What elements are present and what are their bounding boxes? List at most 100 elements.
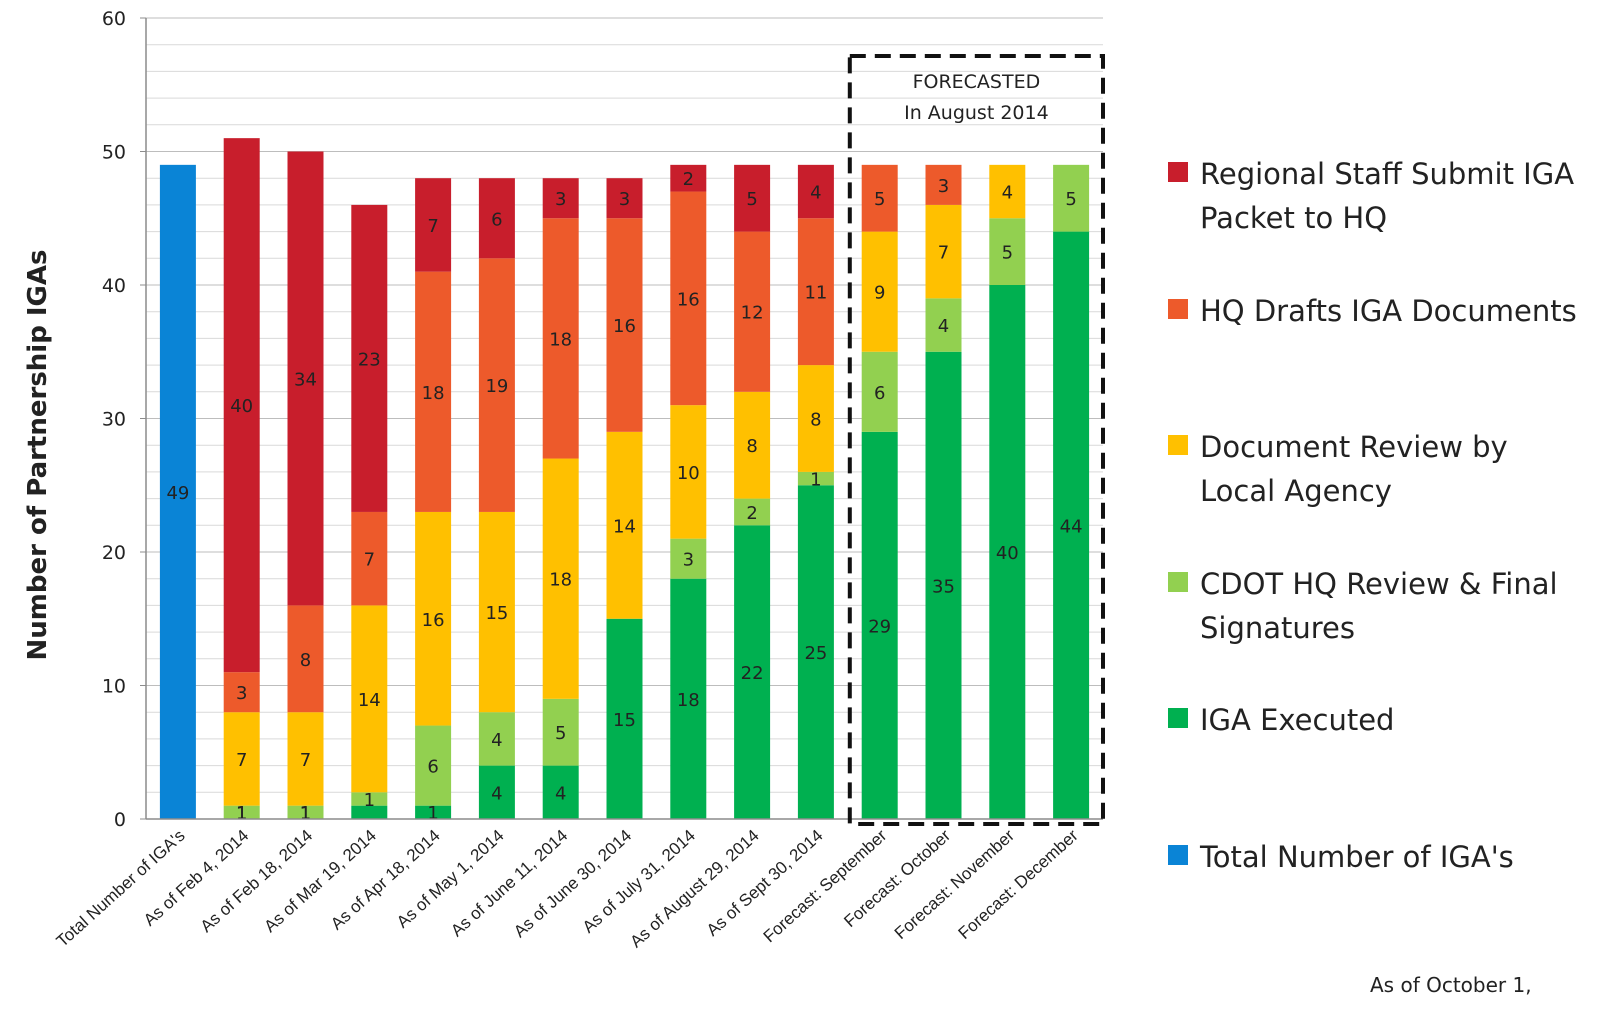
bar-value-label: 16 bbox=[422, 610, 445, 631]
bar-segment bbox=[861, 164, 898, 232]
legend-item: CDOT HQ Review & Final Signatures bbox=[1168, 562, 1580, 650]
bar-segment bbox=[797, 365, 834, 472]
legend-swatch bbox=[1168, 299, 1188, 319]
bar-segment bbox=[861, 351, 898, 432]
bar-segment bbox=[606, 218, 643, 432]
bar-segment bbox=[478, 765, 515, 819]
bar-value-label: 4 bbox=[810, 183, 821, 204]
bar-segment bbox=[734, 498, 771, 526]
bar-segment bbox=[670, 538, 707, 579]
bar-segment bbox=[351, 605, 388, 793]
legend-swatch bbox=[1168, 845, 1188, 865]
x-tick-label: As of Apr 18, 2014 bbox=[327, 826, 444, 934]
bar-segment bbox=[606, 178, 643, 219]
bar-segment bbox=[670, 164, 707, 192]
x-tick-label: As of May 1, 2014 bbox=[393, 826, 508, 932]
x-tick-label: As of June 30, 2014 bbox=[510, 826, 635, 941]
bar-value-label: 7 bbox=[236, 750, 247, 771]
bar-value-label: 23 bbox=[358, 349, 381, 370]
y-tick-label: 30 bbox=[102, 409, 126, 431]
bar-segment bbox=[415, 178, 452, 272]
bar-segment bbox=[542, 218, 579, 459]
bar-value-label: 3 bbox=[555, 189, 566, 210]
y-tick-label: 40 bbox=[102, 275, 126, 297]
bar-segment bbox=[478, 511, 515, 713]
bar-segment bbox=[415, 725, 452, 806]
bar-segment bbox=[415, 805, 452, 819]
bar-segment bbox=[925, 298, 962, 352]
bar-segment bbox=[287, 805, 324, 819]
forecast-box-border bbox=[847, 54, 1105, 826]
bar-segment bbox=[734, 525, 771, 819]
bar-segment bbox=[542, 458, 579, 699]
bar-value-label: 1 bbox=[236, 803, 247, 824]
x-tick-label: As of August 29, 2014 bbox=[626, 826, 762, 951]
bar-segment bbox=[1053, 231, 1090, 820]
bar-segment bbox=[223, 712, 260, 806]
bar-segment bbox=[606, 431, 643, 619]
legend-swatch bbox=[1168, 572, 1188, 592]
bar-segment bbox=[606, 618, 643, 819]
bar-value-label: 3 bbox=[938, 176, 949, 197]
bar-segment bbox=[989, 285, 1026, 819]
bar-value-label: 2 bbox=[746, 503, 757, 524]
bar-value-label: 5 bbox=[746, 189, 757, 210]
bar-value-label: 12 bbox=[741, 303, 764, 324]
bar-segment bbox=[734, 231, 771, 392]
legend-item: HQ Drafts IGA Documents bbox=[1168, 289, 1580, 333]
bar-value-label: 49 bbox=[166, 483, 189, 504]
bar-segment bbox=[861, 431, 898, 819]
bar-value-label: 40 bbox=[996, 543, 1019, 564]
bar-value-label: 8 bbox=[810, 410, 821, 431]
x-tick-label: As of Sept 30, 2014 bbox=[703, 826, 827, 940]
x-tick-label: Forecast: October bbox=[840, 826, 954, 931]
legend-label: Regional Staff Submit IGA Packet to HQ bbox=[1200, 157, 1575, 235]
bar-value-label: 4 bbox=[491, 730, 502, 751]
bar-value-label: 15 bbox=[485, 603, 508, 624]
legend-label: CDOT HQ Review & Final Signatures bbox=[1200, 567, 1558, 645]
legend-item: Total Number of IGA's bbox=[1168, 835, 1580, 879]
bar-segment bbox=[861, 231, 898, 352]
y-tick-label: 20 bbox=[102, 542, 126, 564]
bar-value-label: 22 bbox=[741, 663, 764, 684]
y-tick-label: 0 bbox=[114, 809, 126, 831]
bar-value-label: 5 bbox=[555, 723, 566, 744]
bar-value-label: 1 bbox=[236, 803, 247, 824]
bar-value-label: 18 bbox=[549, 570, 572, 591]
bar-segment bbox=[415, 511, 452, 726]
bar-segment bbox=[159, 164, 196, 820]
bar-value-label: 15 bbox=[613, 710, 636, 731]
bar-value-label: 1 bbox=[427, 803, 438, 824]
legend-item: Regional Staff Submit IGA Packet to HQ bbox=[1168, 152, 1580, 240]
bar-segment bbox=[351, 204, 388, 512]
bar-value-label: 2 bbox=[683, 169, 694, 190]
bar-value-label: 40 bbox=[230, 396, 253, 417]
y-axis-label: Number of Partnership IGAs bbox=[23, 250, 53, 661]
x-tick-label: Forecast: December bbox=[955, 826, 1082, 943]
bar-value-label: 35 bbox=[932, 576, 955, 597]
bar-value-label: 25 bbox=[804, 643, 827, 664]
bar-value-label: 4 bbox=[491, 783, 502, 804]
bar-value-label: 34 bbox=[294, 369, 317, 390]
forecast-subtitle: In August 2014 bbox=[904, 102, 1049, 124]
bar-value-label: 4 bbox=[938, 316, 949, 337]
bar-segment bbox=[542, 698, 579, 766]
bar-value-label: 11 bbox=[804, 283, 827, 304]
bar-segment bbox=[351, 792, 388, 806]
bar-segment bbox=[287, 151, 324, 606]
segment-labels: 4917340178341147236161874415196451818315… bbox=[166, 169, 1082, 824]
bar-value-label: 14 bbox=[358, 690, 381, 711]
x-tick-label: As of Feb 18, 2014 bbox=[197, 826, 316, 936]
bar-segment bbox=[223, 672, 260, 713]
bar-segment bbox=[670, 578, 707, 819]
bar-segment bbox=[351, 511, 388, 606]
bar-value-label: 10 bbox=[677, 463, 700, 484]
bar-segment bbox=[223, 805, 260, 819]
bar-value-label: 7 bbox=[938, 243, 949, 264]
bar-segment bbox=[670, 405, 707, 539]
bar-value-label: 8 bbox=[746, 436, 757, 457]
bar-value-label: 3 bbox=[236, 683, 247, 704]
bar-segment bbox=[478, 712, 515, 766]
bar-value-label: 1 bbox=[300, 803, 311, 824]
